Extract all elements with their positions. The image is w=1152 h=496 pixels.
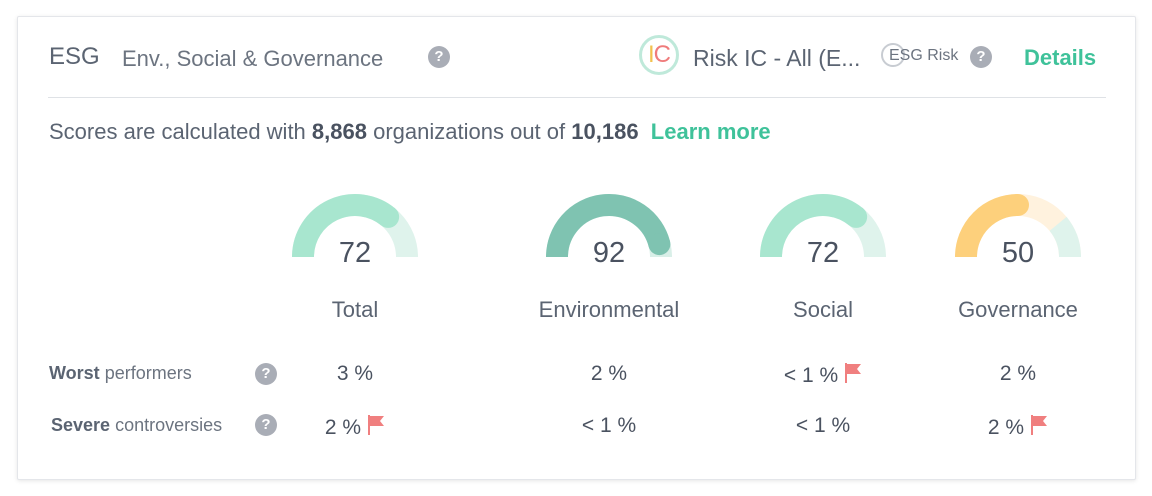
esg-risk-help-icon[interactable]: ? [970, 46, 992, 68]
gauge-fill-cap [377, 205, 400, 228]
flag-icon [361, 415, 385, 439]
gauge-total [290, 187, 420, 259]
worst-value-total: 3 % [336, 362, 374, 385]
stats-prefix: Scores are calculated with [49, 119, 306, 144]
stats-sentence: Scores are calculated with 8,868 organiz… [49, 119, 771, 145]
header-divider [48, 97, 1106, 98]
score-total: 72 [338, 237, 372, 269]
stats-total: 10,186 [571, 119, 639, 144]
gauge-social [758, 187, 888, 259]
help-icon[interactable]: ? [428, 46, 450, 68]
gauge-track-secondary [1049, 216, 1081, 258]
ic-logo-icon: IC [639, 35, 679, 75]
esg-risk-toggle[interactable]: ESG Risk [889, 47, 959, 64]
card-subtitle: Env., Social & Governance [122, 46, 384, 71]
category-label-environmental: Environmental [538, 297, 680, 322]
esg-card: ESG Env., Social & Governance ? IC Risk … [17, 16, 1136, 480]
flag-icon [1024, 415, 1048, 439]
risk-selector[interactable]: Risk IC - All (E... [693, 45, 861, 71]
learn-more-link[interactable]: Learn more [650, 119, 771, 144]
flag-icon [838, 363, 862, 387]
score-environmental: 92 [592, 237, 626, 269]
severe-controversies-help-icon[interactable]: ? [255, 414, 277, 436]
severe-value-social: < 1 % [795, 414, 851, 437]
gauge-fill-cap [845, 205, 868, 228]
gauge-environmental [544, 187, 674, 259]
score-social: 72 [806, 237, 840, 269]
score-governance: 50 [1001, 237, 1035, 269]
gauge-fill [760, 194, 864, 258]
stats-middle: organizations out of [373, 119, 566, 144]
gauge-governance [953, 187, 1083, 259]
severe-value-total: 2 % [285, 414, 425, 440]
severe-controversies-label: Severe controversies [51, 415, 223, 435]
category-label-social: Social [793, 297, 853, 322]
gauge-fill [546, 194, 671, 258]
severe-value-governance: 2 % [948, 414, 1088, 440]
stats-count: 8,868 [311, 119, 367, 144]
gauge-fill [292, 194, 396, 258]
gauge-fill-cap [1007, 194, 1029, 216]
esg-risk-icon [881, 43, 905, 67]
worst-value-governance: 2 % [999, 362, 1037, 385]
worst-value-social: < 1 % [753, 362, 893, 388]
worst-performers-help-icon[interactable]: ? [255, 363, 277, 385]
card-title: ESG [49, 43, 100, 70]
category-label-total: Total [331, 297, 379, 322]
details-link[interactable]: Details [1024, 45, 1097, 70]
worst-value-environmental: 2 % [590, 362, 628, 385]
category-label-governance: Governance [958, 297, 1078, 322]
worst-performers-label: Worst performers [49, 363, 192, 383]
gauge-fill-cap [648, 233, 671, 256]
severe-value-environmental: < 1 % [581, 414, 637, 437]
